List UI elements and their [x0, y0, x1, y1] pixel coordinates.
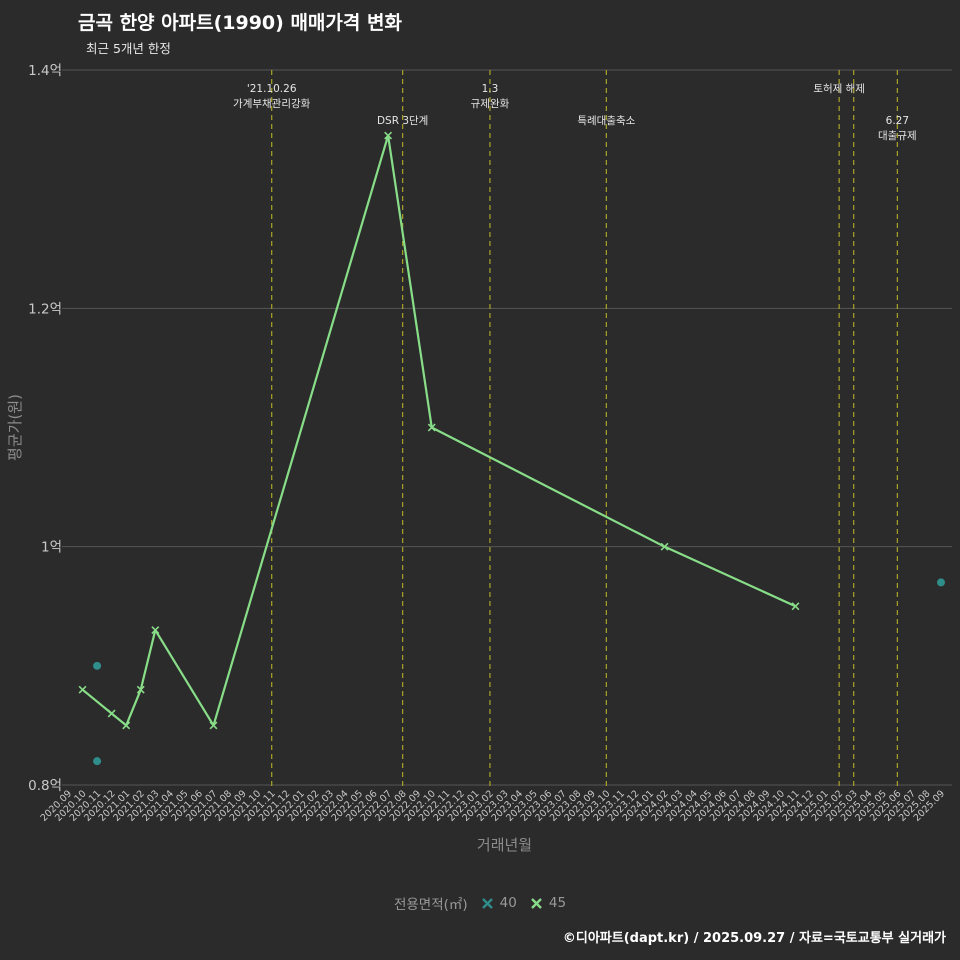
- chart-canvas: 0.8억1억1.2억1.4억2020.092020.102020.112020.…: [6, 63, 952, 854]
- event-label: 토허제 해제: [813, 82, 865, 95]
- x-axis-title: 거래년월: [477, 836, 532, 854]
- series-40-dot-marker: [93, 757, 102, 766]
- legend-title: 전용면적(㎡): [393, 897, 468, 913]
- legend: 전용면적(㎡) 40 45: [0, 893, 960, 913]
- series-45-x-marker: [209, 721, 218, 730]
- series-40-dot-marker: [93, 661, 102, 670]
- y-axis-title: 평균가(원): [6, 394, 24, 461]
- legend-item-label: 45: [548, 895, 567, 911]
- series-45-x-marker: [384, 131, 393, 140]
- series-45-x-marker: [136, 685, 145, 694]
- event-label: 대출규제: [878, 130, 917, 142]
- y-tick-label: 1.4억: [28, 63, 62, 79]
- y-tick-label: 0.8억: [28, 778, 62, 794]
- series-45-x-marker: [151, 626, 160, 635]
- y-tick-label: 1.2억: [28, 301, 62, 317]
- legend-item-40[interactable]: 40: [480, 895, 517, 911]
- series-line-45: [81, 134, 796, 727]
- event-label: 6.27: [886, 115, 909, 127]
- event-label: DSR 3단계: [377, 115, 428, 127]
- page-subtitle: 최근 5개년 한정: [86, 41, 171, 56]
- event-label: 1.3: [482, 83, 499, 95]
- series-45-x-marker: [660, 542, 669, 551]
- legend-item-45[interactable]: 45: [529, 895, 566, 911]
- series-45-x-marker: [122, 721, 131, 730]
- y-tick-label: 1억: [41, 540, 62, 556]
- event-label: 특례대출축소: [577, 115, 635, 127]
- page-title: 금곡 한양 아파트(1990) 매매가격 변화: [78, 12, 402, 34]
- series-40-dot-marker: [937, 578, 945, 587]
- series-45-x-marker: [791, 602, 800, 611]
- x-marker-icon: [481, 897, 493, 909]
- series-45-x-marker: [78, 685, 87, 694]
- event-label: '21.10.26: [247, 83, 297, 95]
- event-label: 규제완화: [471, 97, 510, 110]
- event-label: 가계부채관리강화: [233, 98, 311, 110]
- series-45-x-marker: [427, 423, 436, 432]
- legend-item-label: 40: [499, 895, 517, 911]
- series-45-x-marker: [107, 709, 116, 718]
- footer-credit: ©디아파트(dapt.kr) / 2025.09.27 / 자료=국토교통부 실…: [562, 931, 946, 946]
- x-marker-icon: [531, 897, 542, 909]
